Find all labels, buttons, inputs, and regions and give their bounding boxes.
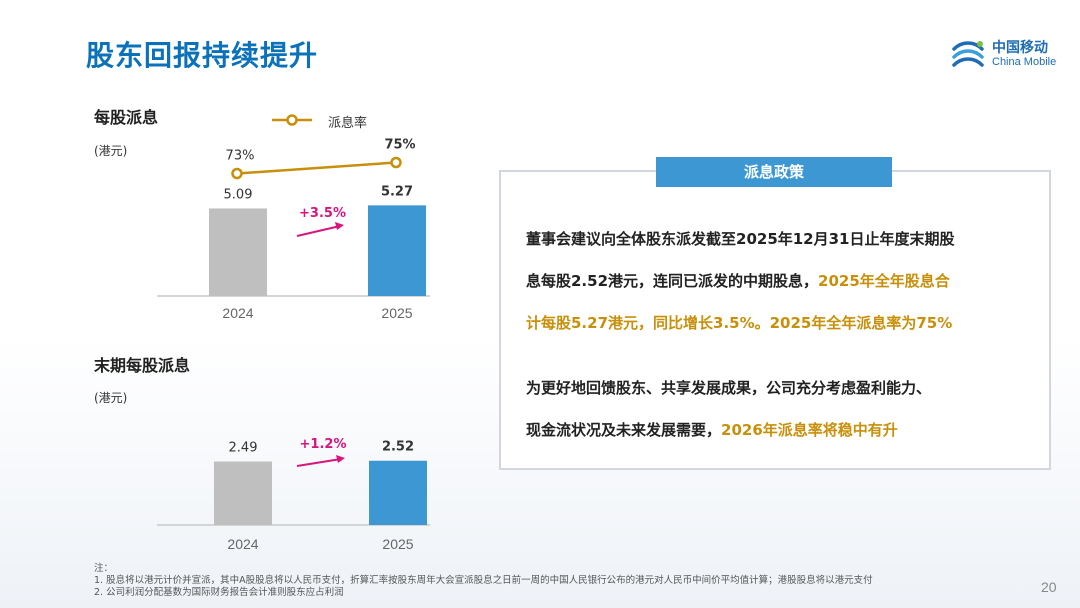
- policy-paragraph-2: 为更好地回馈股东、共享发展成果，公司充分考虑盈利能力、 现金流状况及未来发展需要，…: [526, 367, 1041, 451]
- policy-tag: 派息政策: [656, 157, 892, 187]
- policy-line: 现金流状况及未来发展需要，2026年派息率将稳中有升: [526, 409, 1041, 451]
- final-unit-label: (港元): [94, 391, 128, 405]
- growth-label: +1.2%: [300, 437, 347, 452]
- footnotes: 注： 1. 股息将以港元计价并宣派，其中A股股息将以人民币支付，折算汇率按股东周…: [94, 563, 873, 599]
- x-tick-label: 2025: [382, 536, 413, 552]
- page-title: 股东回报持续提升: [86, 39, 319, 72]
- payout-ratio-point: [231, 167, 243, 180]
- final-dps-chart: 2.49 2024 2.52 2025 +1.2%: [157, 437, 430, 552]
- bar-value-label: 5.27: [381, 184, 413, 199]
- china-mobile-logo-icon: [952, 41, 984, 67]
- policy-text: 现金流状况及未来发展需要，: [526, 421, 722, 439]
- legend-line-marker: [272, 114, 312, 126]
- x-tick-label: 2025: [381, 305, 412, 321]
- payout-ratio-point: [390, 156, 402, 169]
- x-tick-label: 2024: [222, 305, 253, 321]
- page-number: 20: [1041, 579, 1057, 595]
- dps-unit-label: (港元): [94, 144, 128, 158]
- payout-ratio-label: 73%: [226, 149, 255, 164]
- highlight-text: 2025年全年股息合: [818, 272, 950, 290]
- logo-text-en: China Mobile: [992, 56, 1057, 68]
- logo-text-cn: 中国移动: [992, 40, 1048, 56]
- chart-legend: 派息率: [272, 110, 367, 134]
- footnote-heading: 注：: [94, 563, 114, 574]
- footnote-2: 2. 公司利润分配基数为国际财务报告会计准则股东应占利润: [94, 587, 344, 598]
- policy-paragraph-1: 董事会建议向全体股东派发截至2025年12月31日止年度末期股 息每股2.52港元…: [526, 218, 1041, 344]
- bar-2025: [369, 460, 427, 525]
- policy-text: 为更好地回馈股东、共享发展成果，公司充分考虑盈利能力、: [526, 379, 932, 397]
- dps-chart-title: 每股派息: [94, 108, 159, 127]
- dps-chart: 5.09 2024 5.27 2025 +3.5% 73% 75%: [157, 138, 430, 321]
- growth-arrow: [296, 225, 341, 237]
- policy-box: [499, 170, 1051, 470]
- bar-2025: [368, 205, 426, 296]
- footnote-1: 1. 股息将以港元计价并宣派，其中A股股息将以人民币支付，折算汇率按股东周年大会…: [94, 575, 873, 586]
- policy-text: 董事会建议向全体股东派发截至2025年12月31日止年度末期股: [526, 230, 955, 248]
- policy-line: 董事会建议向全体股东派发截至2025年12月31日止年度末期股: [526, 218, 1041, 260]
- bar-2024: [209, 208, 267, 296]
- policy-line: 计每股5.27港元，同比增长3.5%。2025年全年派息率为75%: [526, 302, 1041, 344]
- policy-line: 为更好地回馈股东、共享发展成果，公司充分考虑盈利能力、: [526, 367, 1041, 409]
- growth-arrowhead: [336, 455, 345, 463]
- policy-text: 息每股2.52港元，连同已派发的中期股息，: [526, 272, 819, 290]
- bar-value-label: 5.09: [224, 187, 253, 202]
- final-chart-title: 末期每股派息: [94, 356, 191, 375]
- bar-2024: [214, 461, 272, 525]
- bar-value-label: 2.49: [229, 441, 258, 456]
- growth-arrow: [296, 458, 342, 467]
- legend-label: 派息率: [328, 116, 368, 131]
- growth-label: +3.5%: [299, 206, 346, 221]
- highlight-text: 2026年派息率将稳中有升: [721, 421, 898, 439]
- x-tick-label: 2024: [227, 536, 258, 552]
- bar-value-label: 2.52: [382, 440, 414, 455]
- policy-line: 息每股2.52港元，连同已派发的中期股息，2025年全年股息合: [526, 260, 1041, 302]
- growth-arrowhead: [335, 222, 344, 230]
- china-mobile-logo: 中国移动 China Mobile: [950, 37, 1060, 73]
- payout-ratio-line: [236, 161, 397, 175]
- payout-ratio-label: 75%: [384, 138, 415, 153]
- highlight-text: 计每股5.27港元，同比增长3.5%。2025年全年派息率为75%: [526, 314, 953, 332]
